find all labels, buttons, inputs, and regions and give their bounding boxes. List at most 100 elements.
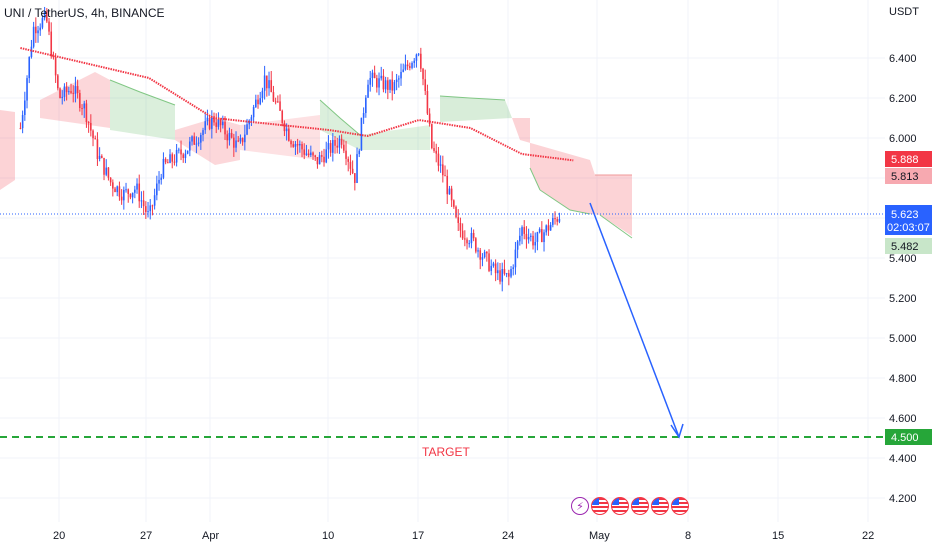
- candle-body: [336, 145, 339, 148]
- candle-body: [32, 26, 35, 47]
- bolt-icon[interactable]: ⚡: [571, 497, 589, 515]
- candle-body: [475, 238, 477, 252]
- candle-body: [87, 122, 90, 124]
- candle-body: [508, 273, 510, 277]
- candle-body: [453, 200, 455, 207]
- candle-body: [312, 152, 314, 156]
- candle-body: [268, 80, 270, 89]
- candle-body: [481, 257, 484, 260]
- candle-body: [217, 119, 220, 127]
- candle-body: [283, 122, 286, 132]
- candle-body: [554, 218, 556, 220]
- candle-body: [318, 155, 321, 165]
- price-tick: 4.600: [889, 413, 917, 425]
- candle-body: [41, 18, 44, 28]
- candle-body: [140, 200, 143, 202]
- candle-body: [472, 232, 475, 239]
- candle-body: [371, 72, 374, 79]
- time-label: Apr: [202, 530, 219, 542]
- candle-body: [494, 263, 497, 274]
- candle-body: [310, 152, 312, 156]
- price-tick: 4.400: [889, 453, 917, 465]
- candle-body: [197, 142, 200, 144]
- candle-body: [448, 188, 451, 195]
- candle-body: [57, 75, 59, 89]
- candle-body: [455, 206, 457, 218]
- price-tick: 5.400: [889, 253, 917, 265]
- candle-body: [492, 263, 495, 266]
- candle-body: [461, 230, 464, 239]
- candle-body: [468, 243, 471, 245]
- candle-body: [433, 148, 435, 151]
- candle-body: [444, 175, 446, 177]
- candle-body: [131, 192, 134, 198]
- candle-body: [426, 90, 429, 114]
- candle-body: [415, 54, 418, 61]
- candle-body: [274, 101, 277, 103]
- candle-body: [226, 134, 229, 141]
- candle-body: [263, 75, 266, 91]
- candle-body: [215, 122, 218, 127]
- candle-body: [116, 186, 119, 193]
- candle-body: [549, 224, 552, 231]
- us-flag-icon[interactable]: [671, 497, 689, 515]
- grid-lines: [0, 0, 885, 522]
- time-label: 24: [502, 530, 514, 542]
- candle-body: [270, 80, 273, 93]
- candle-body: [206, 117, 209, 122]
- us-flag-icon[interactable]: [631, 497, 649, 515]
- candle-body: [543, 232, 545, 243]
- svg-text:5.888: 5.888: [891, 154, 919, 166]
- price-tag-target: 4.500: [885, 429, 932, 445]
- candle-body: [230, 132, 233, 138]
- candle-body: [65, 86, 68, 93]
- candle-body: [479, 250, 482, 260]
- candle-body: [503, 269, 506, 274]
- time-axis[interactable]: 20 27 Apr 10 17 24 May 8 15 22: [53, 530, 874, 542]
- candle-body: [373, 72, 376, 79]
- candle-body: [343, 144, 345, 151]
- projection-arrow[interactable]: [589, 202, 684, 439]
- candle-body: [24, 100, 26, 115]
- candle-body: [153, 195, 156, 206]
- candle-body: [266, 75, 268, 89]
- candle-body: [28, 57, 31, 79]
- us-flag-icon[interactable]: [591, 497, 609, 515]
- candle-body: [380, 75, 383, 79]
- candle-body: [68, 91, 70, 93]
- candle-body: [349, 161, 352, 169]
- candle-body: [70, 91, 72, 93]
- candle-body: [285, 128, 288, 132]
- moving-average-line: [20, 47, 574, 162]
- candle-body: [149, 205, 152, 212]
- candle-body: [46, 11, 48, 22]
- price-axis[interactable]: 6.400 6.200 6.000 5.400 5.200 5.000 4.80…: [889, 53, 917, 505]
- symbol-header[interactable]: UNI / TetherUS, 4h, BINANCE: [4, 6, 165, 20]
- us-flag-icon[interactable]: [651, 497, 669, 515]
- candle-body: [195, 143, 198, 145]
- candle-body: [301, 144, 303, 150]
- candle-body: [186, 150, 189, 154]
- candle-body: [26, 78, 28, 101]
- us-flag-icon[interactable]: [611, 497, 629, 515]
- candle-body: [382, 75, 385, 90]
- candle-body: [327, 143, 330, 150]
- economic-events[interactable]: ⚡: [571, 497, 689, 515]
- candle-body: [224, 121, 226, 135]
- candle-body: [255, 99, 257, 108]
- candle-body: [103, 157, 105, 175]
- svg-text:5.623: 5.623: [891, 209, 919, 221]
- candle-body: [499, 270, 501, 282]
- price-tick: 6.200: [889, 93, 917, 105]
- candle-body: [505, 273, 508, 275]
- candle-body: [439, 164, 442, 166]
- candle-body: [404, 64, 407, 70]
- svg-text:5.482: 5.482: [891, 241, 919, 253]
- time-label: 10: [322, 530, 334, 542]
- candle-body: [169, 154, 171, 163]
- candle-body: [424, 79, 427, 91]
- candle-body: [534, 241, 537, 246]
- candle-body: [413, 60, 416, 63]
- candle-body: [138, 183, 141, 202]
